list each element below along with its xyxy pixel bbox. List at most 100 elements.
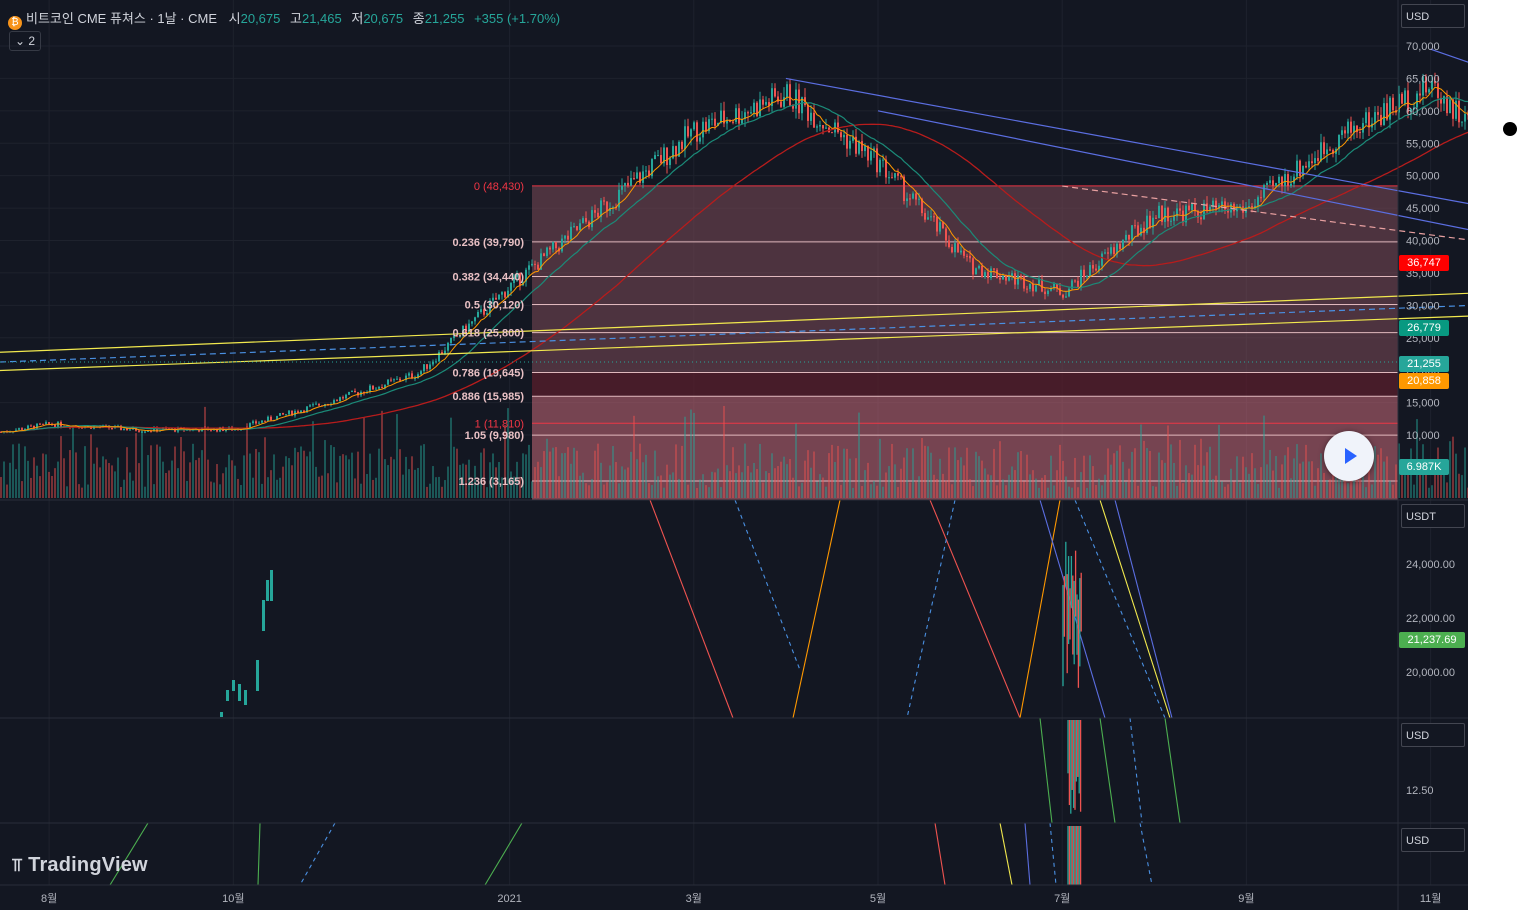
volume-bar [1089,455,1091,498]
volume-bar [879,438,881,498]
candle-body [123,428,125,430]
volume-bar [150,445,152,498]
moving-average-short [0,86,1468,433]
volume-bar [1143,440,1145,498]
volume-bar [492,453,494,498]
candle-body [282,413,284,415]
volume-bar [555,447,557,498]
volume-bar [906,448,908,498]
collapse-indicators-button[interactable]: ⌄ 2 [9,31,41,51]
candle-body [387,379,389,385]
candle-body [1464,113,1466,122]
volume-bar [1044,475,1046,498]
volume-bar [912,448,914,498]
candle-body [969,255,971,259]
candle-body [867,146,869,161]
candle-body [507,290,509,298]
volume-bar [198,457,200,498]
volume-bar [591,478,593,498]
volume-bar [789,458,791,498]
indicator-panes [109,499,1181,886]
candle-body [1080,269,1082,287]
replay-play-button[interactable] [1324,431,1374,481]
candle-body [291,410,293,416]
price-chart[interactable]: 0 (48,430) 0.236 (39,790) 0.382 (34,440) 0.… [0,0,1468,910]
volume-bar [1080,472,1082,498]
candle-body [1263,184,1265,198]
candle-body [723,110,725,124]
volume-bar [1011,466,1013,498]
candle-body [1044,291,1046,295]
candle-body [1218,205,1220,209]
volume-bar [81,487,83,498]
volume-bar [1374,446,1376,498]
candle-body [1074,280,1076,282]
volume-bar [1017,452,1019,498]
volume-bar [570,463,572,498]
indicator-line [1139,822,1153,886]
candle-body [1131,225,1133,240]
volume-bar [6,484,8,498]
candle-body [165,428,167,430]
volume-bar [948,447,950,498]
volume-bar [18,443,20,498]
candle-body [300,410,302,413]
candle-body [21,428,23,430]
candle-body [411,373,413,379]
volume-bar [1377,454,1379,498]
volume-bar [528,444,530,498]
candle-body [1053,283,1055,289]
volume-bar [84,446,86,498]
volume-bar [507,408,509,498]
candle-body [45,422,47,424]
fib-zone-upper [532,185,1398,373]
volume-bar [477,483,479,498]
volume-bar [846,448,848,498]
volume-bar [1269,449,1271,498]
volume-bar [15,469,17,498]
candle-body [513,276,515,284]
volume-bar [984,468,986,498]
candle-body [1116,243,1118,255]
candle-body [27,425,29,429]
volume-bar [231,460,233,498]
volume-bar [483,448,485,498]
volume-bar [633,415,635,498]
candle-body [963,250,965,256]
volume-bar [1296,444,1298,498]
pane2-price-tag: 21,237.69 [1399,632,1465,648]
candle-body [684,126,686,150]
volume-bar [237,478,239,498]
volume-bar [357,451,359,498]
volume-bar [744,443,746,498]
symbol-title[interactable]: 비트코인 CME 퓨쳐스 · 1날 · CME [26,11,218,26]
volume-bar [1023,481,1025,498]
volume-bar [1056,470,1058,498]
currency-selector-main[interactable]: USD [1401,4,1465,28]
candle-body [501,292,503,295]
volume-bar [420,445,422,498]
volume-bar [348,459,350,498]
volume-bar [126,447,128,498]
candle-body [531,263,533,266]
currency-selector-pane2[interactable]: USDT [1401,504,1465,528]
volume-bar [999,441,1001,498]
volume-bar [174,446,176,498]
chart-canvas[interactable]: 0 (48,430) 0.236 (39,790) 0.382 (34,440) 0.… [0,0,1468,910]
candle-body [399,378,401,381]
candle-body [663,147,665,164]
currency-selector-pane3[interactable]: USD [1401,723,1465,747]
volume-bar [1158,452,1160,498]
volume-bar [288,458,290,498]
candle-body [468,323,470,333]
candle-body [822,125,824,129]
candle-body [1311,161,1313,164]
candle-body [1038,278,1040,286]
volume-bar [606,482,608,498]
volume-bar [1125,481,1127,498]
currency-selector-pane4[interactable]: USD [1401,828,1465,852]
candle-body [915,193,917,200]
volume-bar [822,477,824,498]
candle-body [384,384,386,388]
candle-body [810,112,812,121]
